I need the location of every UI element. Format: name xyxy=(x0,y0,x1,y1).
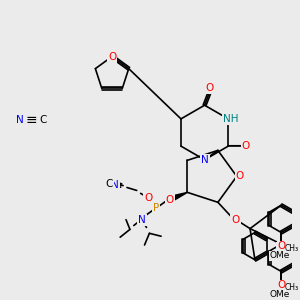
Text: O: O xyxy=(236,171,244,182)
Text: CH₃: CH₃ xyxy=(285,244,299,253)
Text: O: O xyxy=(108,52,116,61)
Text: O: O xyxy=(277,282,285,292)
Text: NH: NH xyxy=(224,114,239,124)
Text: O: O xyxy=(144,193,153,203)
Text: OMe: OMe xyxy=(269,290,290,299)
Text: N: N xyxy=(111,180,119,190)
Text: ≡: ≡ xyxy=(26,113,37,127)
Text: P: P xyxy=(153,203,159,213)
Text: O: O xyxy=(277,241,285,251)
Text: O: O xyxy=(277,280,285,290)
Text: CH₃: CH₃ xyxy=(286,244,300,253)
Text: O: O xyxy=(231,215,240,225)
Text: C: C xyxy=(106,178,113,189)
Polygon shape xyxy=(172,192,188,200)
Text: O: O xyxy=(166,195,174,205)
Text: N: N xyxy=(138,215,146,225)
Text: O: O xyxy=(242,141,250,151)
Text: O: O xyxy=(277,243,285,253)
Text: OMe: OMe xyxy=(269,251,290,260)
Text: N: N xyxy=(16,115,23,125)
Text: CH₃: CH₃ xyxy=(286,283,300,292)
Text: O: O xyxy=(205,83,214,93)
Text: CH₃: CH₃ xyxy=(285,283,299,292)
Text: C: C xyxy=(39,115,46,125)
Text: N: N xyxy=(201,155,208,165)
